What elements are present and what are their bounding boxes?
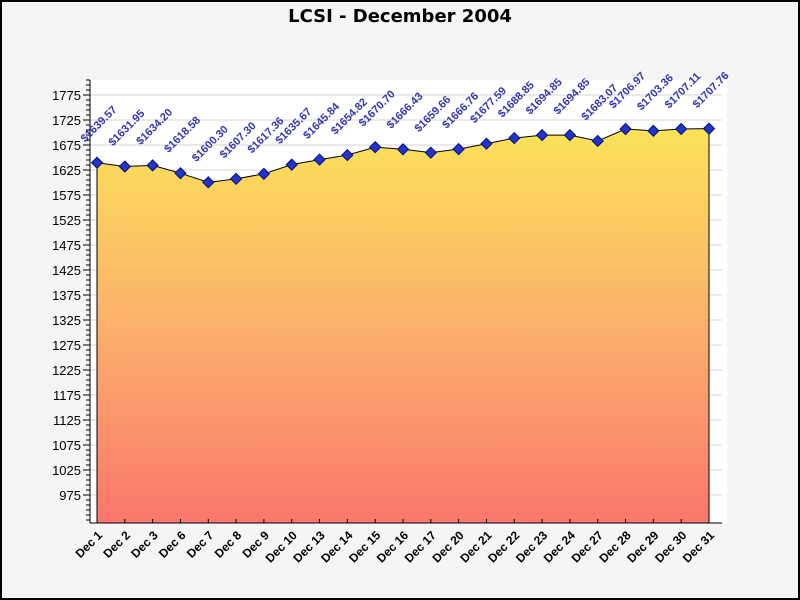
- data-point-marker: [146, 159, 159, 172]
- x-tick-label: Dec 8: [212, 528, 245, 561]
- y-tick-label: 1025: [52, 463, 81, 478]
- y-tick-label: 1675: [52, 138, 81, 153]
- data-point-marker: [90, 156, 104, 169]
- x-tick-label: Dec 1: [73, 528, 106, 561]
- y-tick-labels: 975 1025 1075 1125 1175 1225 1275 1325 1375 1425 1…: [52, 88, 81, 503]
- data-point-marker: [424, 146, 438, 159]
- x-tick-label: Dec 6: [156, 528, 189, 561]
- y-tick-label: 1275: [52, 338, 81, 353]
- data-point-marker: [480, 137, 493, 150]
- data-point-marker: [396, 143, 410, 156]
- y-tick-label: 1525: [52, 213, 81, 228]
- data-point-marker: [118, 160, 132, 173]
- data-point-marker: [313, 153, 326, 166]
- y-tick-label: 1175: [53, 388, 81, 403]
- y-tick-label: 1475: [52, 238, 81, 253]
- y-tick-label: 1625: [52, 163, 81, 178]
- y-tick-label: 1375: [52, 288, 81, 303]
- y-tick-label: 975: [59, 488, 81, 503]
- y-tick-label: 1125: [53, 413, 81, 428]
- data-point-marker: [229, 172, 243, 186]
- y-tick-label: 1425: [52, 263, 81, 278]
- y-tick-label: 1725: [52, 113, 81, 128]
- data-point-marker: [174, 167, 187, 180]
- area-series: [96, 128, 710, 524]
- x-tick-label: Dec 7: [184, 528, 217, 561]
- data-point-marker: [341, 148, 354, 162]
- y-tick-label: 1225: [52, 363, 81, 378]
- y-tick-label: 1075: [52, 438, 81, 453]
- data-point-marker: [508, 131, 521, 145]
- chart-title: LCSI - December 2004: [288, 6, 512, 27]
- data-point-markers: [90, 122, 716, 189]
- y-tick-label: 1325: [52, 313, 81, 328]
- data-point-marker: [647, 124, 660, 138]
- data-point-marker: [563, 128, 577, 142]
- data-point-marker: [674, 122, 688, 136]
- data-point-marker: [702, 122, 716, 135]
- data-point-marker: [257, 167, 271, 181]
- data-point-marker: [285, 158, 298, 171]
- x-tick-label: Dec 2: [100, 528, 133, 561]
- data-point-marker: [535, 128, 549, 142]
- x-tick-label: Dec 31: [680, 528, 717, 565]
- y-tick-label: 1775: [52, 88, 81, 103]
- data-point-marker: [368, 140, 382, 154]
- data-point-marker: [452, 142, 465, 156]
- y-ticks: [83, 79, 90, 521]
- data-point-marker: [591, 134, 604, 148]
- x-tick-label: Dec 3: [128, 528, 161, 561]
- x-ticks: [96, 519, 710, 523]
- y-tick-label: 1575: [52, 188, 81, 203]
- data-point-marker: [202, 176, 215, 189]
- data-point-marker: [619, 122, 632, 136]
